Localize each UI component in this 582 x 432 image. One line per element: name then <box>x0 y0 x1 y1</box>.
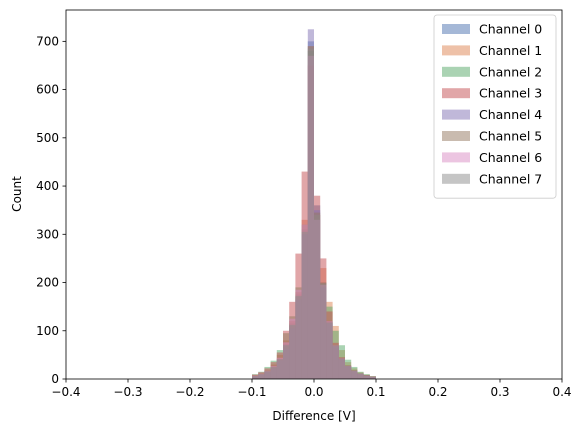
bar <box>363 375 370 379</box>
legend: Channel 0 Channel 1 Channel 2 Channel 3 Chan… <box>433 14 557 199</box>
legend-entry: Channel 2 <box>442 64 542 79</box>
bar <box>338 358 345 379</box>
bar <box>289 324 296 379</box>
x-tick-label: 0.2 <box>428 385 447 399</box>
bar <box>295 296 302 379</box>
legend-entry: Channel 4 <box>442 107 542 122</box>
legend-entry: Channel 5 <box>442 129 542 144</box>
x-tick-label: 0.4 <box>552 385 571 399</box>
bar <box>357 373 364 379</box>
bar <box>283 345 290 379</box>
legend-label: Channel 3 <box>479 86 542 101</box>
y-tick-label: 0 <box>51 372 59 386</box>
bar <box>301 231 308 379</box>
legend-entry: Channel 3 <box>442 86 542 101</box>
legend-swatch <box>442 131 470 141</box>
bar <box>270 366 277 379</box>
legend-swatch <box>442 173 470 184</box>
bar <box>252 376 259 379</box>
bar <box>369 376 376 379</box>
bar <box>326 322 333 379</box>
x-tick-label: −0.2 <box>175 385 204 399</box>
y-axis-label: Count <box>10 176 24 212</box>
x-tick-label: 0.0 <box>304 385 323 399</box>
bar <box>332 345 339 379</box>
bar <box>320 283 327 379</box>
legend-swatch <box>442 24 470 34</box>
y-tick-label: 300 <box>36 227 59 241</box>
x-tick-label: 0.1 <box>366 385 385 399</box>
bar <box>307 48 314 380</box>
bar <box>258 374 265 379</box>
plot-area <box>252 29 376 380</box>
bar <box>264 371 271 379</box>
bar <box>351 370 358 379</box>
bar <box>314 215 321 379</box>
legend-entry: Channel 1 <box>442 43 542 58</box>
x-tick-label: −0.4 <box>51 385 80 399</box>
x-axis-label: Difference [V] <box>272 409 355 423</box>
legend-label: Channel 2 <box>479 64 542 79</box>
y-tick-label: 100 <box>36 324 59 338</box>
legend-label: Channel 5 <box>479 129 542 144</box>
y-tick-label: 600 <box>36 83 59 97</box>
y-tick-label: 700 <box>36 34 59 48</box>
legend-label: Channel 6 <box>479 150 542 165</box>
x-tick-label: −0.3 <box>113 385 142 399</box>
legend-swatch <box>442 109 470 120</box>
legend-swatch <box>442 45 470 56</box>
bar <box>276 359 283 379</box>
legend-label: Channel 1 <box>479 43 542 58</box>
y-tick-label: 400 <box>36 179 59 193</box>
legend-label: Channel 7 <box>479 171 542 186</box>
axes: −0.4 −0.3 −0.2 −0.1 0.0 0.1 0.2 0.3 0.4 0 100 200 30… <box>36 9 572 399</box>
series-7 <box>252 48 376 380</box>
legend-label: Channel 0 <box>479 22 542 37</box>
legend-swatch <box>442 152 470 163</box>
legend-entry: Channel 7 <box>442 171 542 186</box>
x-tick-label: 0.3 <box>490 385 509 399</box>
y-tick-label: 200 <box>36 276 59 290</box>
legend-entry: Channel 0 <box>442 22 542 37</box>
y-tick-label: 500 <box>36 131 59 145</box>
legend-entry: Channel 6 <box>442 150 542 165</box>
legend-swatch <box>442 66 470 77</box>
legend-swatch <box>442 88 470 99</box>
legend-label: Channel 4 <box>479 107 542 122</box>
x-tick-label: −0.1 <box>237 385 266 399</box>
bar <box>345 365 352 379</box>
